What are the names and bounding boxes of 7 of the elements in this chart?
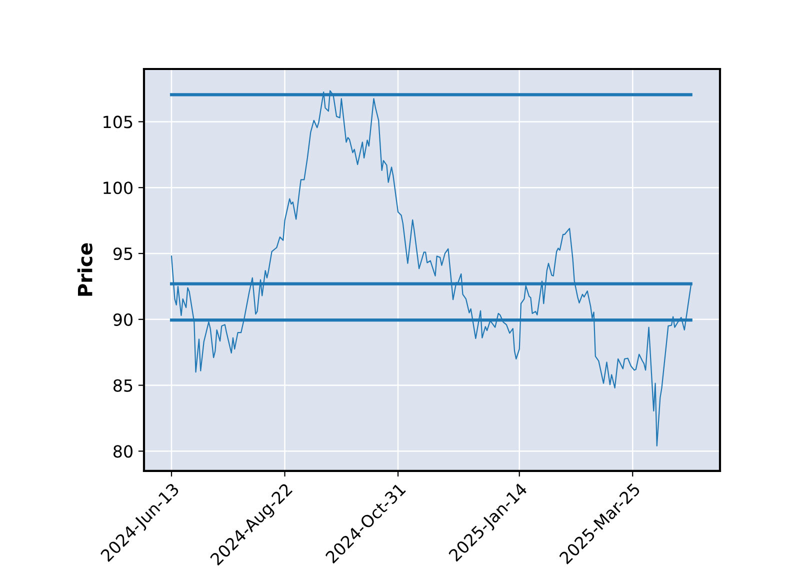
y-tick-label: 105 xyxy=(104,116,132,128)
y-axis-title: Price xyxy=(77,243,92,296)
y-tick-label: 85 xyxy=(114,379,132,392)
y-tick-label: 80 xyxy=(114,445,132,458)
y-tick-label: 90 xyxy=(113,313,132,326)
y-tick-label: 95 xyxy=(113,247,132,260)
y-tick-label: 100 xyxy=(104,182,132,194)
